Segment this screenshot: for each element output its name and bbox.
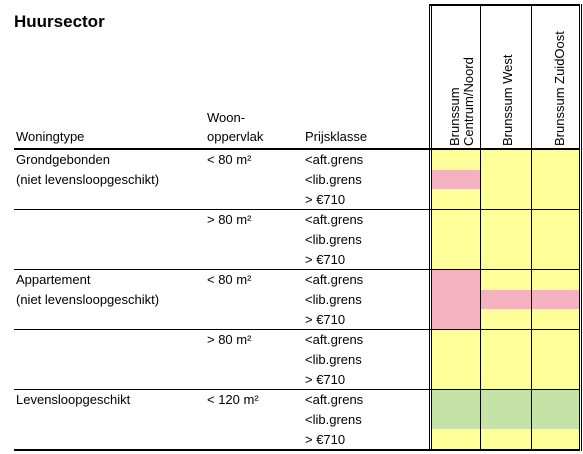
region-cell-green [531,389,579,429]
row-price-3: > €710 [305,372,346,387]
region-cell-pink [480,290,531,309]
row-area: > 80 m² [207,212,252,227]
row-price-3: > €710 [305,192,346,207]
row-type: Appartement [16,272,91,287]
header-oppervlak-1: Woon- [207,110,246,125]
region-cell-pink [432,170,480,189]
row-price-1: <aft.grens [305,272,364,287]
region-header-west: Brunssum West [500,54,515,146]
row-price-3: > €710 [305,432,346,447]
page-title: Huursector [14,12,105,31]
row-type-note: (niet levensloopgeschikt) [16,292,160,307]
region-header-top-border [429,4,580,5]
row-price-1: <aft.grens [305,212,364,227]
row-price-1: <aft.grens [305,152,364,167]
region-left-border [431,4,432,451]
row-area: < 80 m² [207,152,252,167]
region-divider [480,4,481,451]
region-header-centrum-noord-1: Brunssum [447,87,462,146]
row-price-2: <lib.grens [305,232,362,247]
row-price-1: <aft.grens [305,332,364,347]
row-price-3: > €710 [305,252,346,267]
row-price-3: > €710 [305,312,346,327]
row-price-2: <lib.grens [305,292,362,307]
header-prijsklasse: Prijsklasse [305,129,368,144]
region-right-border [581,4,582,451]
region-cell-green [480,389,531,429]
row-divider [14,209,580,210]
header-divider [14,148,580,149]
region-cell-pink [432,269,480,329]
row-area: < 80 m² [207,272,252,287]
region-divider [531,4,532,451]
region-header-centrum-noord-2: Centrum/Noord [461,57,476,146]
row-price-2: <lib.grens [305,172,362,187]
row-divider [14,269,580,270]
region-header-top-border [429,5,580,6]
row-divider [14,329,580,330]
row-price-2: <lib.grens [305,352,362,367]
row-type: Levensloopgeschikt [16,392,131,407]
region-cell-pink [531,290,579,309]
table-bottom-border [14,450,580,451]
table-bottom-border [14,449,580,450]
row-area: > 80 m² [207,332,252,347]
row-price-2: <lib.grens [305,412,362,427]
row-type: Grondgebonden [16,152,110,167]
region-left-border [429,4,430,451]
row-price-1: <aft.grens [305,392,364,407]
row-type-note: (niet levensloopgeschikt) [16,172,160,187]
region-cell-green [432,389,480,429]
row-area: < 120 m² [207,392,259,407]
region-right-border [579,4,580,451]
region-header-zuidoost: Brunssum ZuidOost [552,31,567,146]
row-divider [14,389,580,390]
header-divider [14,149,580,150]
header-woningtype: Woningtype [16,129,85,144]
header-oppervlak-2: oppervlak [207,129,264,144]
